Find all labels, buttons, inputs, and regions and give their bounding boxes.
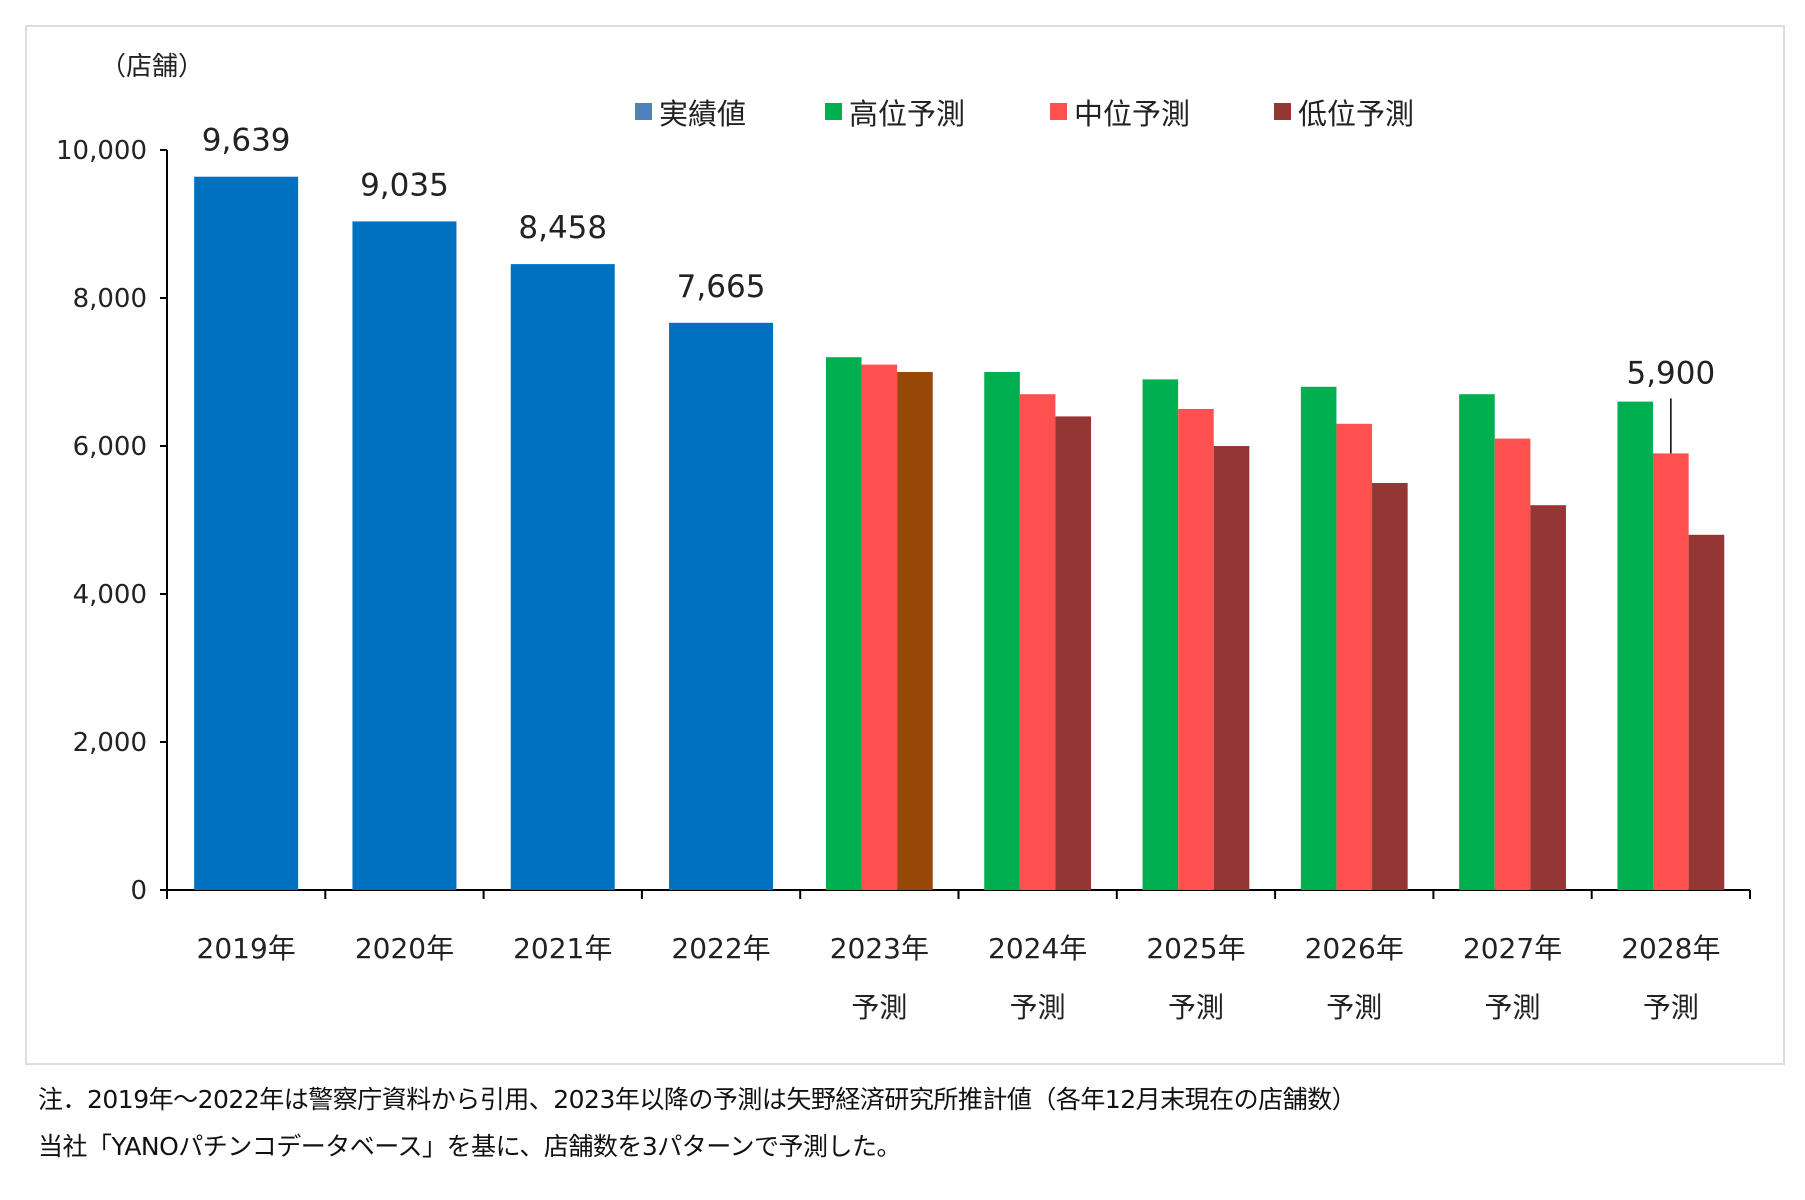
bar-2-2025年 [1178,409,1214,890]
bar-3-2024年 [1055,416,1092,890]
bar-2-2024年 [1019,394,1056,890]
y-tick-label: 4,000 [73,580,147,610]
x-tick-label: 2028年 [1621,932,1720,965]
x-tick-sublabel: 予測 [1485,991,1541,1024]
legend-label: 実績値 [659,97,746,131]
x-tick-label: 2024年 [988,932,1087,965]
bar-1-2024年 [984,372,1020,890]
x-tick-sublabel: 予測 [1326,991,1382,1024]
y-axis-unit-label: （店舗） [100,52,204,82]
data-label: 9,035 [360,167,449,203]
axes: 0 2,000 4,000 6,000 8,000 10,000 2019年 2020年 202… [56,136,1751,1024]
bar-0-2022年 [669,322,774,890]
legend-label: 低位予測 [1298,97,1414,131]
data-label: 8,458 [518,210,607,246]
bar-3-2026年 [1372,483,1408,890]
x-tick-sublabel: 予測 [1168,991,1224,1024]
bars [194,176,1725,891]
x-tick-label: 2027年 [1463,932,1562,965]
x-tick-sublabel: 予測 [1643,991,1699,1024]
legend-label: 中位予測 [1074,97,1190,131]
chart-frame [25,25,1785,1065]
x-tick-label: 2025年 [1146,932,1245,965]
y-tick-label: 10,000 [56,136,147,166]
x-tick-sublabel: 予測 [851,991,907,1024]
legend-swatch [825,103,842,120]
x-tick-label: 2019年 [197,932,296,965]
data-label: 7,665 [677,269,766,305]
bar-2-2028年 [1653,453,1689,890]
x-tick-sublabel: 予測 [1010,991,1066,1024]
bar-2-2027年 [1494,438,1531,890]
x-tick-label: 2021年 [513,932,612,965]
y-tick-label: 8,000 [73,284,147,314]
bar-1-2023年 [825,357,862,890]
bar-2-2023年 [861,364,898,891]
legend-swatch [635,103,652,120]
legend: 実績値 高位予測 中位予測 低位予測 [635,97,1414,131]
bar-2-2026年 [1336,423,1373,890]
x-tick-label: 2026年 [1305,932,1404,965]
bar-3-2025年 [1213,446,1250,890]
legend-swatch [1274,103,1291,120]
x-tick-label: 2023年 [830,932,929,965]
bar-0-2021年 [510,264,615,890]
legend-swatch [1050,103,1067,120]
bar-0-2019年 [194,176,299,891]
data-label: 5,900 [1626,355,1715,391]
bar-1-2028年 [1617,401,1654,890]
bar-3-2027年 [1530,505,1566,890]
bar-3-2023年 [897,372,933,890]
bar-1-2026年 [1300,386,1337,890]
x-tick-label: 2022年 [671,932,770,965]
y-tick-label: 0 [130,876,147,906]
bar-0-2020年 [352,221,457,890]
data-label: 9,639 [202,123,291,159]
y-tick-label: 6,000 [73,432,147,462]
data-labels: 9,639 9,035 8,458 7,665 5,900 [202,123,1715,454]
footnote-line-1: 注．2019年～2022年は警察庁資料から引用、2023年以降の予測は矢野経済研… [38,1085,1357,1114]
legend-label: 高位予測 [849,97,965,131]
y-tick-label: 2,000 [73,728,147,758]
bar-3-2028年 [1688,534,1725,890]
bar-1-2027年 [1459,394,1495,890]
footnote-line-2: 当社「YANOパチンコデータベース」を基に、店舗数を3パターンで予測した。 [38,1132,901,1161]
bar-chart: （店舗） 実績値 高位予測 中位予測 低位予測 0 2,000 4,000 6,000 8,0… [56,52,1751,1024]
bar-1-2025年 [1142,379,1179,890]
x-tick-label: 2020年 [355,932,454,965]
